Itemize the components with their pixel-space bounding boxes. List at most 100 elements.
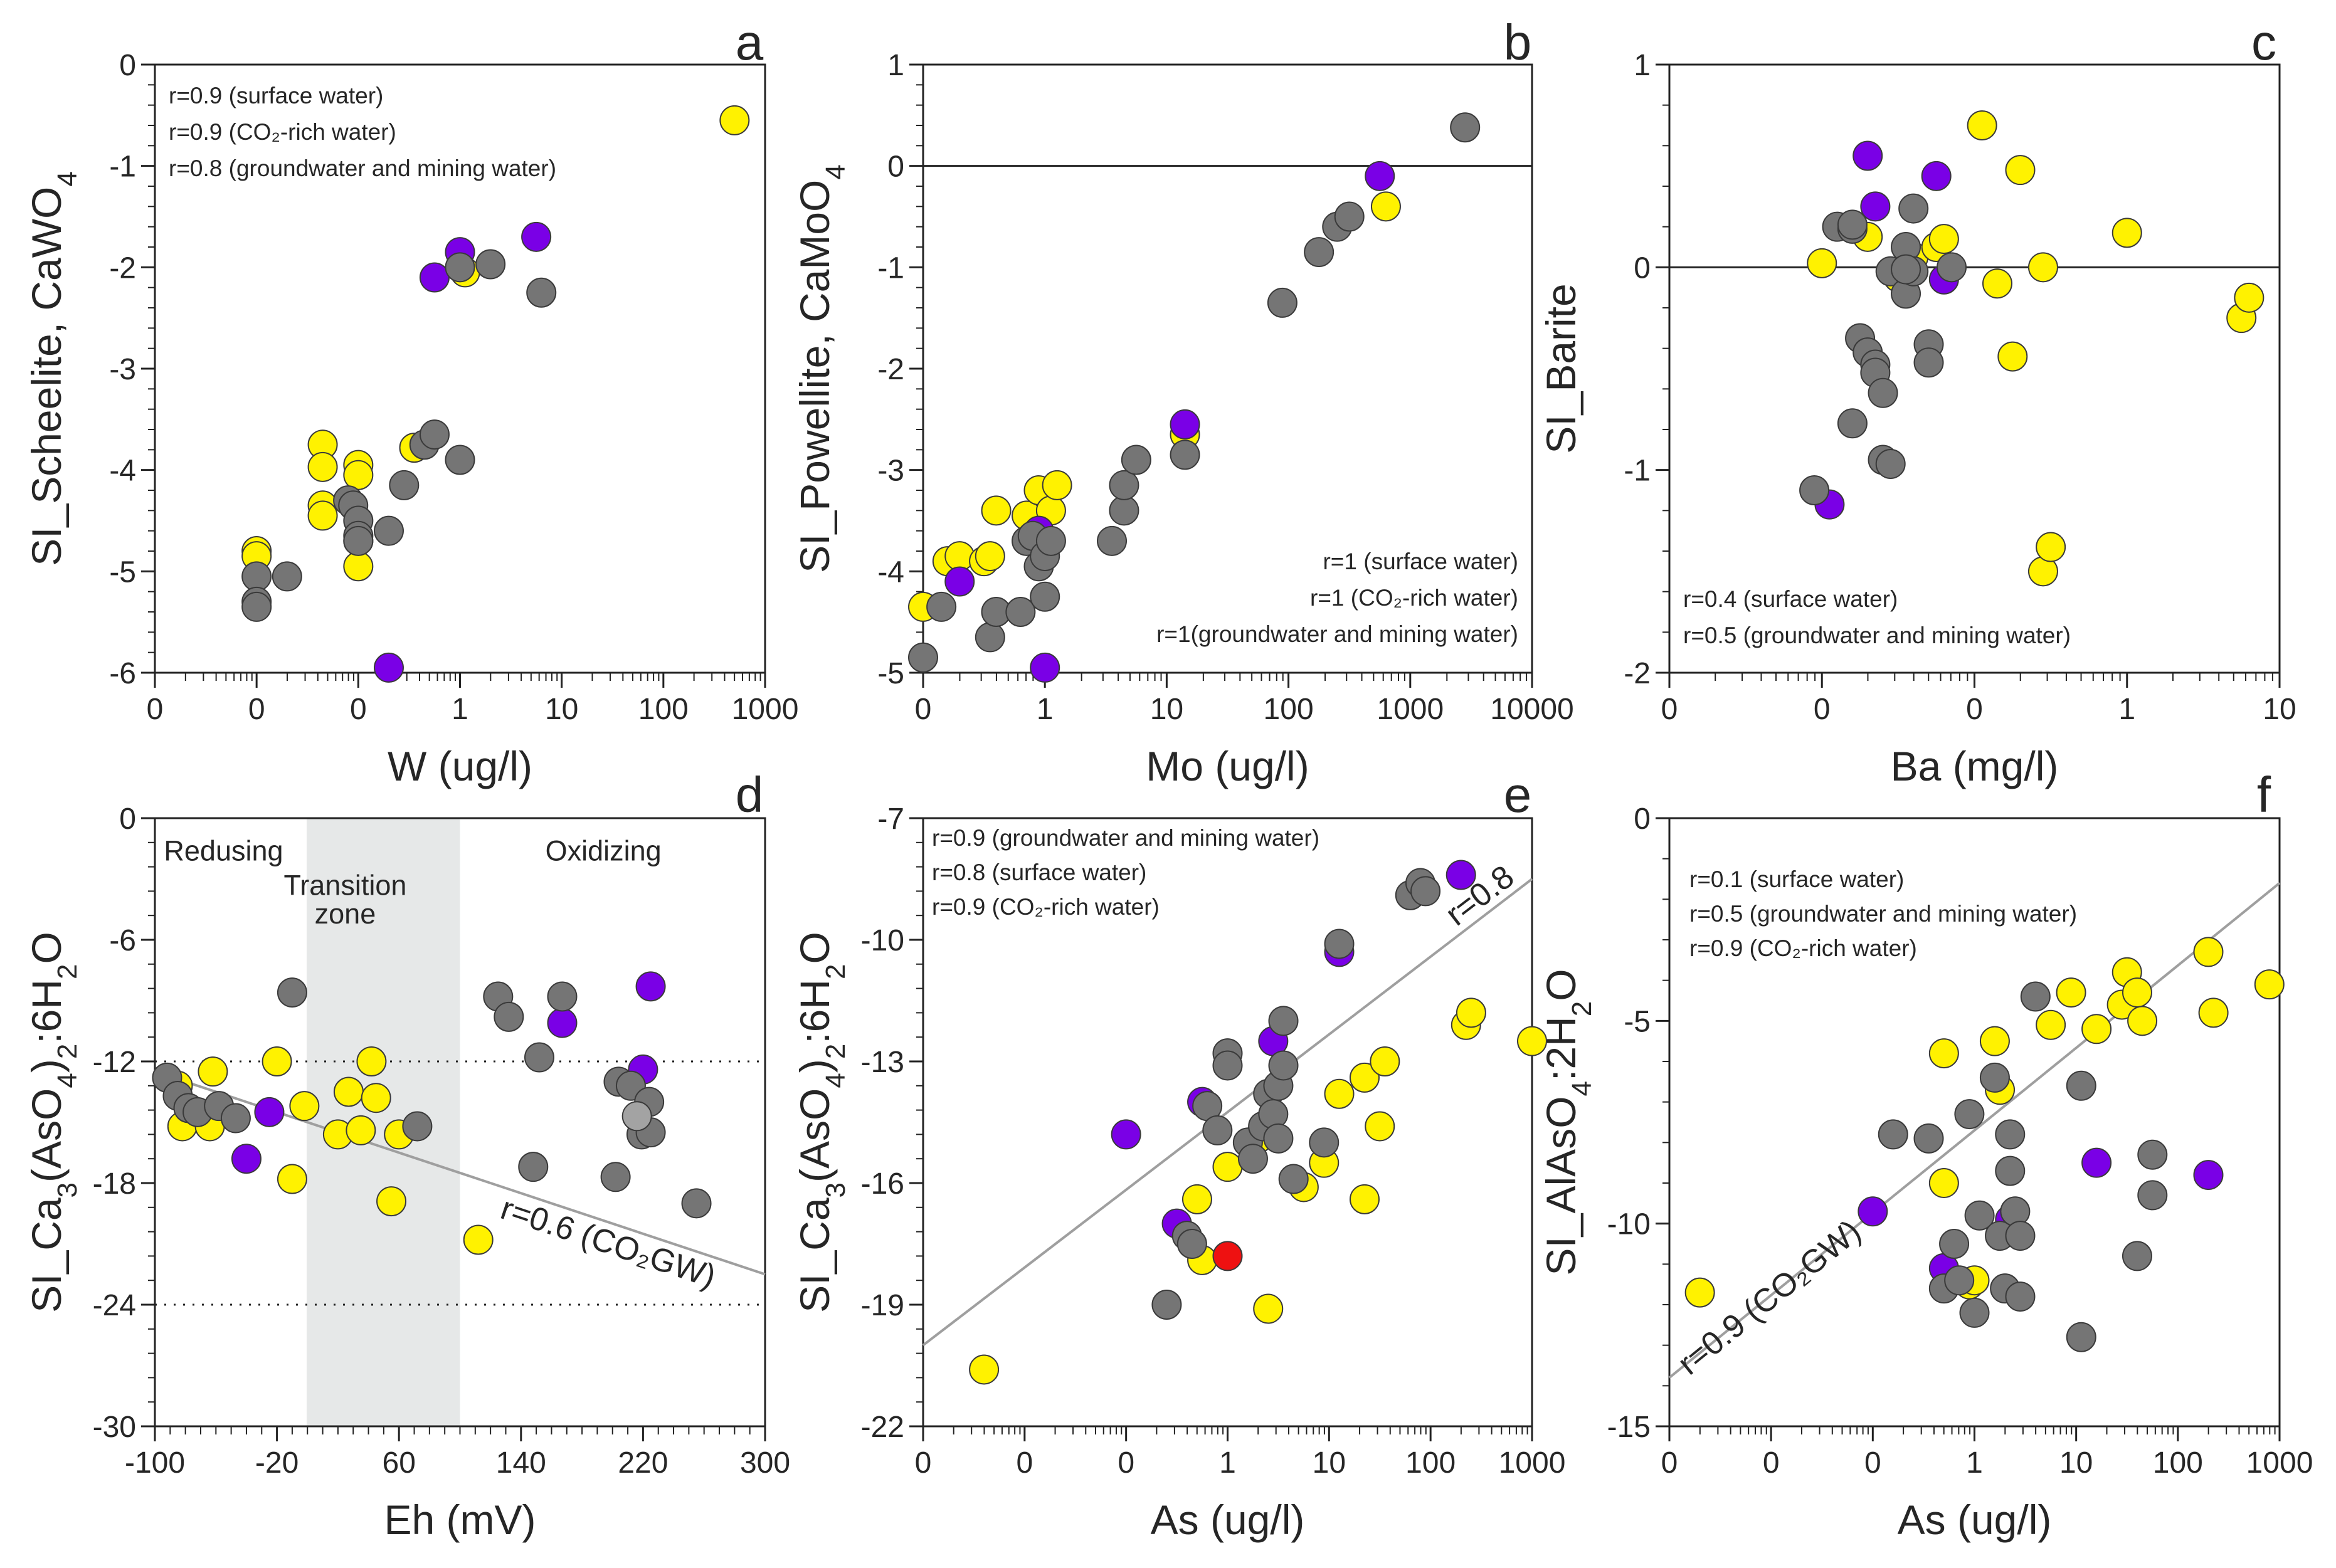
y-tick-label: -13 <box>861 1046 904 1079</box>
data-point-surface <box>2234 282 2265 313</box>
data-point-surface <box>1979 1026 2010 1056</box>
data-point-co2 <box>547 1008 578 1038</box>
x-tick-label: 0 <box>1966 693 1983 726</box>
data-point-ground <box>2005 1221 2036 1251</box>
panel-letter: b <box>1504 14 1532 70</box>
data-point-ground <box>1410 876 1441 907</box>
data-point-ground <box>389 470 420 500</box>
y-tick-label: -19 <box>861 1289 904 1322</box>
data-point-surface <box>289 1091 320 1122</box>
data-point-co2 <box>2193 1160 2224 1191</box>
panel-d: 0 -6 -12 -18 -24 -30-100 -20 60 140 220 300 Eh (mV)… <box>23 767 790 1543</box>
data-point-ground <box>518 1152 549 1182</box>
data-point-surface <box>1928 224 1959 255</box>
data-point-surface <box>1684 1277 1715 1308</box>
data-point-ground <box>1109 470 1139 500</box>
data-point-ground <box>1875 448 1906 479</box>
correlation-annotation: r=0.9 (groundwater and mining water) <box>932 825 1319 851</box>
x-tick-label: 1 <box>2118 693 2135 726</box>
data-point-co2 <box>231 1144 262 1174</box>
data-point-co2 <box>1860 191 1891 222</box>
data-point-surface <box>2193 937 2224 967</box>
x-tick-label: 1 <box>1037 693 1054 726</box>
data-point-ground <box>1837 408 1868 439</box>
x-tick-label: 0 <box>350 693 367 726</box>
x-tick-label: 0 <box>1661 693 1678 726</box>
x-tick-label: 1000 <box>1499 1446 1566 1480</box>
data-point-surface <box>1997 341 2028 372</box>
data-point-ground <box>445 445 475 475</box>
data-point-ground <box>526 277 557 308</box>
regression-line <box>1668 881 2281 1379</box>
data-point-ground <box>475 249 506 280</box>
x-tick-label: 60 <box>383 1446 416 1480</box>
data-point-ground <box>1868 377 1898 408</box>
region-label: Redusing <box>164 835 283 867</box>
data-point-ground <box>1324 929 1355 959</box>
data-point-co2 <box>254 1097 285 1127</box>
correlation-annotation: r=0.8 (groundwater and mining water) <box>169 155 556 181</box>
data-point-ground <box>1979 1062 2010 1093</box>
data-point-surface <box>1181 1184 1212 1214</box>
data-point-surface <box>969 1354 1000 1385</box>
data-point-co2 <box>521 221 552 252</box>
data-point-surface <box>719 105 750 135</box>
data-point-ground <box>1913 1123 1944 1154</box>
data-point-surface <box>1967 110 1997 140</box>
x-axis-label: W (ug/l) <box>388 743 532 789</box>
y-tick-label: -1 <box>877 251 904 285</box>
data-point-ground <box>524 1042 554 1073</box>
x-tick-label: 140 <box>496 1446 546 1480</box>
y-tick-label: -10 <box>1607 1208 1651 1241</box>
x-tick-label: 1000 <box>1377 693 1444 726</box>
data-point-surface <box>2005 155 2036 186</box>
x-tick-label: 300 <box>740 1446 790 1480</box>
data-point-ground <box>908 642 938 673</box>
data-point-surface <box>981 495 1012 526</box>
data-point-ground <box>1937 252 1967 283</box>
panel-a: 0 -1 -2 -3 -4 -5 -6 0 0 0 1 10 100 1000 W (ug/l) SI_Sch… <box>23 14 798 789</box>
y-tick-label: -3 <box>877 455 904 488</box>
data-point-surface <box>1370 1046 1400 1076</box>
correlation-annotation: r=1 (CO₂-rich water) <box>1310 585 1518 611</box>
x-tick-label: 10 <box>1150 693 1183 726</box>
x-tick-label: 100 <box>638 693 689 726</box>
x-tick-label: 0 <box>147 693 164 726</box>
data-point-ground <box>343 525 374 556</box>
data-point-ground <box>1263 1123 1294 1154</box>
data-point-ground <box>272 561 302 592</box>
x-tick-label: 220 <box>618 1446 668 1480</box>
data-point-ground <box>1278 1164 1309 1194</box>
correlation-annotation: r=0.9 (CO₂-rich water) <box>169 119 396 145</box>
x-tick-label: 10 <box>2263 693 2296 726</box>
panel-letter: a <box>736 14 764 70</box>
data-point-surface <box>307 500 338 531</box>
data-point-ground <box>241 561 272 592</box>
x-tick-label: -20 <box>255 1446 299 1480</box>
y-tick-label: -16 <box>861 1167 904 1201</box>
data-point-ground <box>1837 209 1868 240</box>
data-point-co2 <box>1111 1119 1141 1150</box>
data-point-ground <box>1176 1229 1207 1259</box>
correlation-annotation: r=0.5 (groundwater and mining water) <box>1689 901 2077 927</box>
correlation-annotation: r=0.8 (surface water) <box>932 860 1146 885</box>
data-point-ground <box>1954 1099 1985 1130</box>
y-tick-label: -3 <box>109 353 136 386</box>
data-point-surface <box>2127 1006 2158 1036</box>
data-point-ground <box>1304 237 1334 268</box>
data-point-ground <box>1237 1144 1268 1174</box>
data-point-surface <box>1928 1038 1959 1069</box>
data-point-ground <box>1959 1297 1990 1328</box>
data-point-surface <box>2122 977 2152 1008</box>
x-tick-label: 0 <box>1763 1446 1780 1480</box>
data-point-surface <box>2198 997 2229 1028</box>
x-tick-label: -100 <box>125 1446 185 1480</box>
data-point-co2 <box>1858 1196 1888 1227</box>
data-point-ground <box>2005 1281 2036 1312</box>
data-point-ground <box>1268 1050 1299 1081</box>
data-point-ground <box>494 1001 524 1032</box>
data-point-ground <box>1944 1265 1975 1296</box>
